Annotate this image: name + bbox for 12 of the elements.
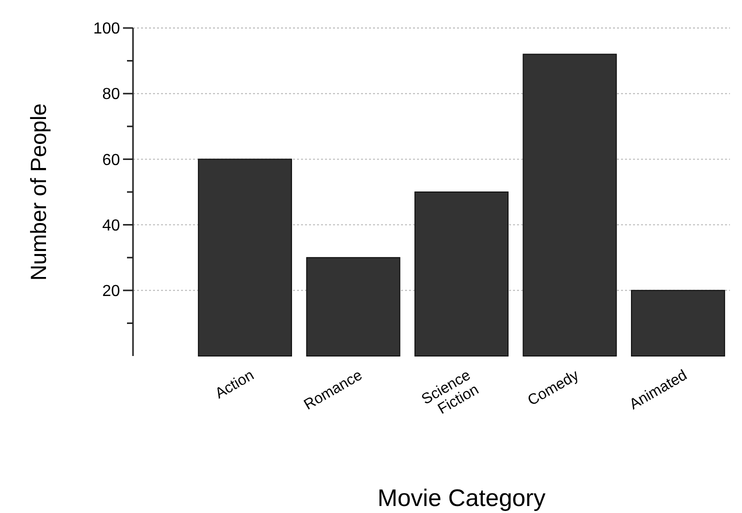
bar — [306, 257, 400, 356]
bar — [198, 158, 292, 356]
y-tick-label: 40 — [102, 217, 120, 234]
y-tick-label: 60 — [102, 152, 120, 169]
y-tick-label: 80 — [102, 86, 120, 104]
bar — [630, 290, 726, 356]
bar — [522, 54, 617, 356]
y-tick-label: 20 — [102, 283, 120, 300]
x-axis-title: Movie Category — [377, 485, 546, 512]
y-axis-title: Number of People — [26, 103, 51, 281]
y-tick-label: 100 — [93, 20, 120, 38]
bar — [414, 192, 509, 356]
